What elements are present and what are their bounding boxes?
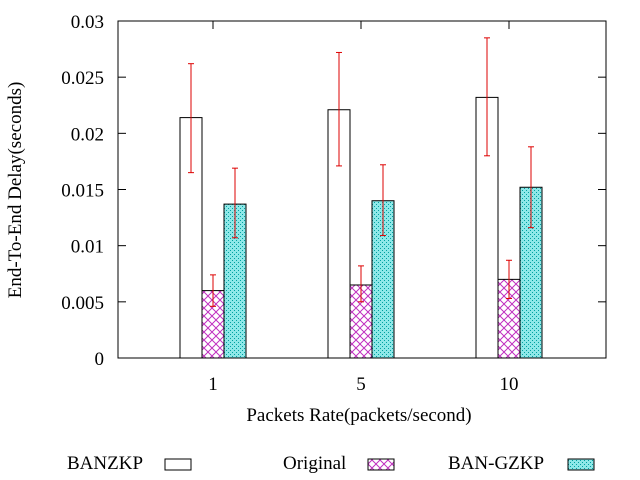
y-axis-label: End-To-End Delay(seconds)	[5, 82, 26, 299]
legend-swatch	[367, 458, 395, 471]
y-tick-label: 0.005	[61, 293, 104, 314]
x-tick-label: 1	[208, 374, 218, 395]
x-axis-label: Packets Rate(packets/second)	[246, 405, 471, 426]
y-tick-label: 0.03	[71, 12, 104, 33]
y-tick-label: 0.025	[61, 68, 104, 89]
x-tick-label: 10	[500, 374, 519, 395]
y-tick-label: 0	[95, 349, 105, 370]
legend-swatch	[567, 458, 595, 471]
legend-label: Original	[283, 453, 346, 474]
x-tick-label: 5	[356, 374, 366, 395]
legend: BANZKP Original BAN-GZKP	[67, 453, 595, 474]
y-tick-label: 0.015	[61, 181, 104, 202]
legend-label: BAN-GZKP	[448, 453, 544, 474]
legend-label: BANZKP	[67, 453, 143, 474]
legend-swatch	[164, 458, 192, 471]
y-tick-label: 0.01	[71, 237, 104, 258]
y-tick-label: 0.02	[71, 124, 104, 145]
